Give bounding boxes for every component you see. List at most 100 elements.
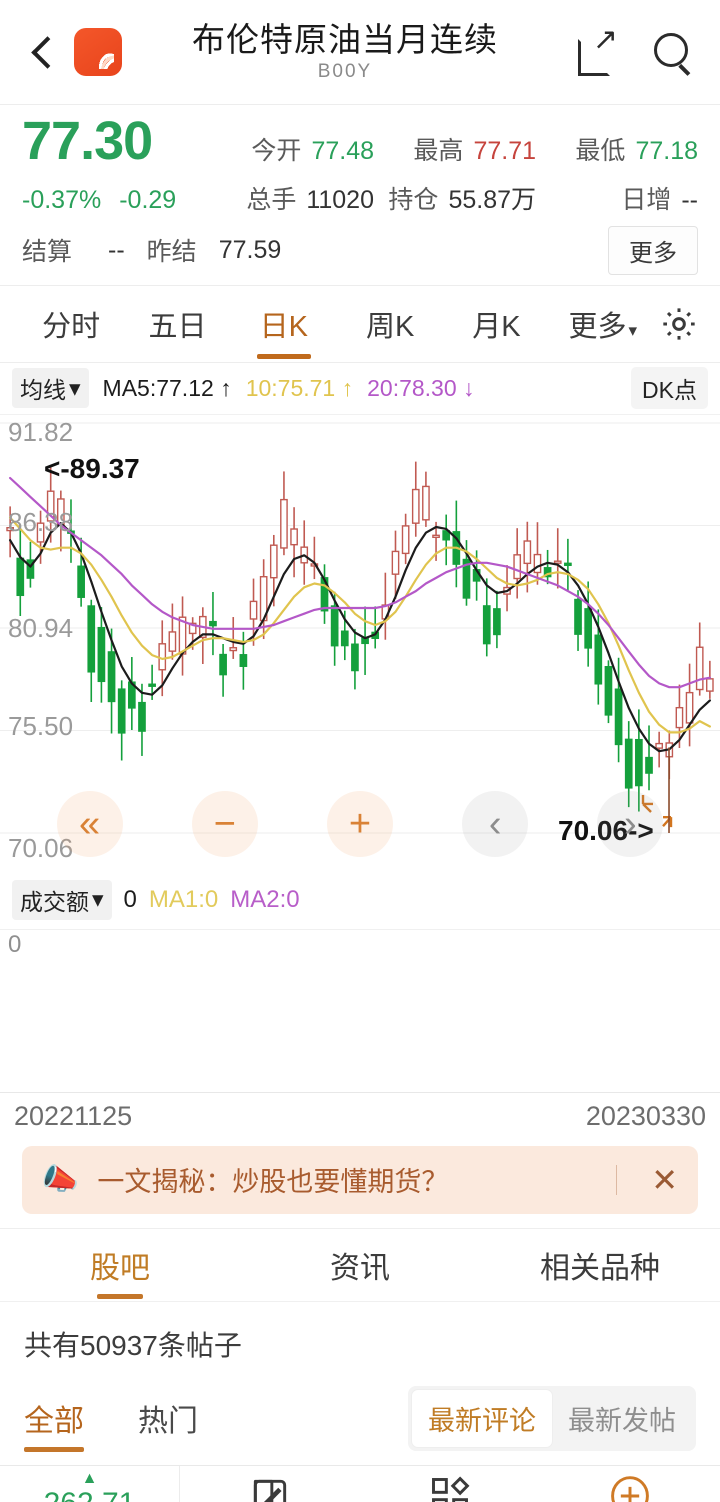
post-count-row: 共有50937条帖子: [0, 1302, 720, 1376]
quote-label: 日增: [621, 185, 672, 214]
date-end: 20230330: [585, 1100, 706, 1131]
tab-five-day[interactable]: 五日: [148, 310, 207, 343]
tab-news[interactable]: 资讯: [330, 1251, 390, 1285]
fast-rewind-icon[interactable]: «: [56, 790, 123, 857]
change-percent: -0.37%: [22, 185, 102, 214]
tab-minute[interactable]: 分时: [42, 310, 101, 343]
plus-circle-icon: [608, 1473, 652, 1502]
date-start: 20221125: [14, 1100, 133, 1131]
quote-label: 总手: [246, 185, 297, 214]
quote-field-low: 最低 77.18: [536, 131, 698, 167]
volume-ma2: MA2:0: [230, 885, 300, 913]
quote-field-high: 最高 77.71: [374, 131, 536, 167]
quote-value: 77.48: [311, 137, 374, 165]
tab-related[interactable]: 相关品种: [540, 1251, 660, 1285]
volume-chart[interactable]: 0: [0, 925, 720, 1093]
chevron-down-icon: ▾: [628, 320, 638, 340]
settle-value: --: [108, 235, 125, 264]
post-filter-row: 全部 热门 最新评论 最新发帖: [0, 1376, 720, 1465]
filter-all[interactable]: 全部: [24, 1396, 84, 1454]
zoom-out-icon[interactable]: −: [191, 790, 258, 857]
quote-row-3: 结算 -- 昨结 77.59 更多: [22, 225, 698, 275]
quote-label: 持仓: [388, 185, 439, 214]
price-block: 77.30: [22, 113, 212, 170]
divider: [616, 1164, 618, 1195]
quote-label: 今开: [251, 137, 302, 165]
change-absolute: -0.29: [119, 185, 177, 214]
ma20-value: 20:78.30 ↓: [367, 374, 475, 401]
more-button[interactable]: 更多: [608, 225, 698, 275]
volume-value: 0: [123, 885, 137, 913]
grid-icon: [428, 1473, 472, 1502]
price-change-group: -0.37% -0.29: [22, 186, 212, 215]
promo-banner[interactable]: 📣 一文揭秘：炒股也要懂期货？ ✕: [22, 1145, 698, 1214]
back-chevron-icon[interactable]: [26, 35, 60, 69]
megaphone-icon: 📣: [42, 1163, 80, 1197]
step-left-icon[interactable]: ‹: [462, 790, 529, 857]
change-block: -0.37% -0.29: [22, 182, 212, 215]
filter-hot[interactable]: 热门: [138, 1405, 198, 1439]
functions-button[interactable]: 功能: [360, 1473, 540, 1502]
chevron-down-icon: ▾: [69, 374, 81, 401]
quote-panel: 77.30 今开 77.48 最高 77.71 最低 77.18: [0, 104, 720, 285]
quote-fields-row-1: 今开 77.48 最高 77.71 最低 77.18: [212, 131, 698, 167]
search-icon[interactable]: [652, 31, 694, 73]
share-icon[interactable]: [578, 25, 618, 76]
period-tab-bar: 分时 五日 日K 周K 月K 更多 ▾: [0, 284, 720, 363]
tab-guba[interactable]: 股吧: [0, 1231, 240, 1299]
post-button[interactable]: 发帖: [180, 1473, 360, 1502]
close-icon[interactable]: ✕: [651, 1161, 678, 1198]
instrument-code: B00Y: [317, 60, 373, 82]
index-value: 262.71: [44, 1487, 136, 1502]
chart-annotation-high: <-89.37: [44, 452, 140, 484]
caret-up-icon: ▲: [81, 1470, 98, 1488]
sort-latest-post[interactable]: 最新发帖: [568, 1405, 676, 1436]
volume-legend-bar: 成交额 ▾ 0 MA1:0 MA2:0: [0, 875, 720, 925]
chart-annotation-low: 70.06->: [558, 814, 654, 846]
chevron-down-icon: ▾: [92, 886, 104, 913]
step-right-icon[interactable]: ›: [597, 790, 664, 857]
sort-segmented-control: 最新评论 最新发帖: [408, 1385, 696, 1451]
promo-banner-wrap: 📣 一文揭秘：炒股也要懂期货？ ✕: [0, 1136, 720, 1228]
index-ticker[interactable]: ▲ 262.71 路透CRB商品指数 -0.30%: [0, 1465, 180, 1502]
ma-selector-label: 均线: [20, 377, 66, 404]
quote-label: 最高: [413, 137, 464, 165]
quote-row-2: -0.37% -0.29 总手 11020 持仓 55.87万 日增 --: [22, 180, 698, 216]
volume-selector[interactable]: 成交额 ▾: [12, 879, 112, 920]
add-to-watchlist-button[interactable]: 加自选: [540, 1473, 720, 1502]
sort-latest-comment[interactable]: 最新评论: [412, 1389, 552, 1447]
quote-fields-row-2: 总手 11020 持仓 55.87万 日增 --: [212, 180, 698, 216]
settle-label: 结算: [22, 238, 73, 267]
quote-field-daily-increase: 日增 --: [536, 180, 698, 216]
app-header: 布伦特原油当月连续 B00Y: [0, 0, 720, 104]
prev-settle-value: 77.59: [218, 235, 282, 264]
instrument-name: 布伦特原油当月连续: [192, 21, 498, 59]
quote-value: 11020: [306, 185, 374, 214]
volume-zero-label: 0: [8, 930, 22, 958]
quote-field-open: 今开 77.48: [212, 131, 374, 167]
header-actions: [578, 25, 694, 76]
tab-more[interactable]: 更多 ▾: [550, 293, 656, 355]
gear-icon[interactable]: [656, 304, 702, 344]
tab-daily-k[interactable]: 日K: [231, 293, 337, 355]
chart-controls: « − + ‹ ›: [0, 790, 720, 857]
tab-monthly-k[interactable]: 月K: [472, 310, 521, 343]
quote-label: 最低: [575, 137, 626, 165]
ma10-value: 10:75.71 ↑: [245, 374, 354, 401]
content-tab-bar: 股吧 资讯 相关品种: [0, 1227, 720, 1302]
post-count: 共有50937条帖子: [24, 1329, 242, 1361]
last-price: 77.30: [22, 111, 153, 171]
quote-value: 55.87万: [448, 185, 536, 214]
app-logo-icon[interactable]: [74, 28, 122, 76]
prev-settle-label: 昨结: [146, 238, 197, 267]
page-title: 布伦特原油当月连续 B00Y: [112, 21, 578, 83]
zoom-in-icon[interactable]: +: [326, 790, 393, 857]
dk-point-button[interactable]: DK点: [631, 367, 708, 410]
tab-weekly-k[interactable]: 周K: [365, 310, 415, 343]
quote-field-volume: 总手 11020: [212, 180, 374, 216]
quote-value: --: [681, 185, 698, 214]
ma5-value: MA5:77.12 ↑: [102, 374, 232, 401]
ma-selector[interactable]: 均线 ▾: [12, 368, 89, 409]
candlestick-chart[interactable]: 91.82 86.38 80.94 75.50 70.06 <-89.37 70…: [0, 414, 720, 875]
